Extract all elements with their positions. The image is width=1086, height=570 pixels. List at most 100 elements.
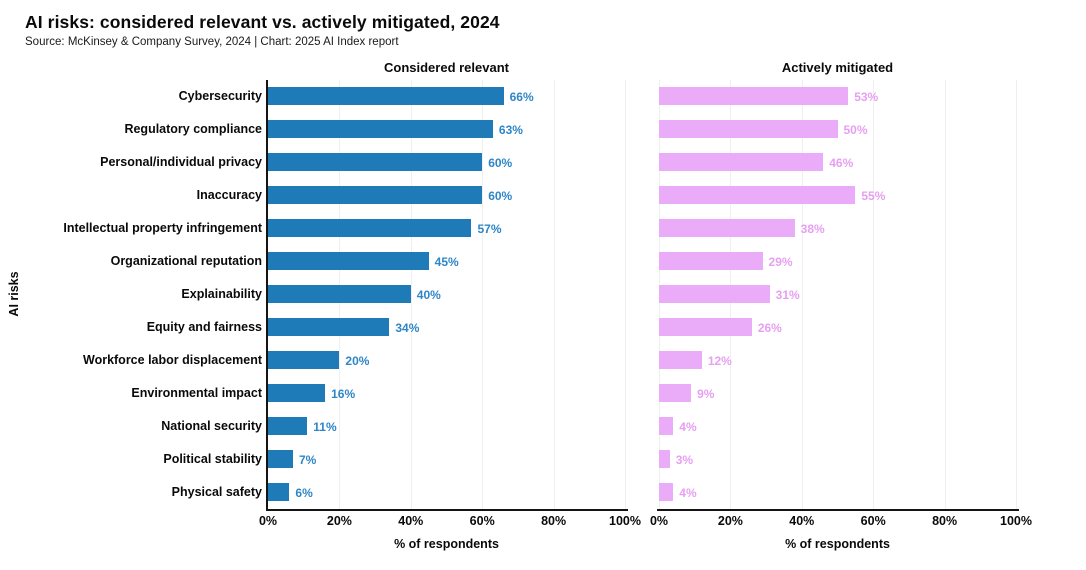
bar-row: 63% (268, 113, 625, 146)
value-label: 4% (679, 486, 697, 500)
x-tick-label: 0% (258, 514, 278, 528)
chart-panel-actively-mitigated: Actively mitigated 53% 50% 46% 55% 38% 29% 31%… (650, 56, 1032, 556)
bar-row: 57% (268, 212, 625, 245)
gridline (944, 80, 946, 511)
x-axis-ticks: 0% 20% 40% 60% 80% 100% (650, 514, 1032, 530)
bar-row: 60% (268, 146, 625, 179)
bar (659, 384, 692, 402)
bar (268, 384, 326, 402)
bar-row: 60% (268, 179, 625, 212)
page-title: AI risks: considered relevant vs. active… (25, 12, 500, 32)
bar-row: 20% (268, 344, 625, 377)
bar (659, 252, 763, 270)
bar-row: 6% (268, 476, 625, 509)
x-tick-label: 60% (860, 514, 886, 528)
category-label: Explainability (181, 287, 262, 301)
gridline (1016, 80, 1017, 511)
category-label: Cybersecurity (178, 89, 262, 103)
x-tick-label: 80% (932, 514, 958, 528)
value-label: 7% (298, 453, 317, 467)
bar (268, 285, 411, 303)
bar-row: 53% (659, 80, 1016, 113)
bar (268, 417, 308, 435)
gridline (553, 80, 555, 511)
value-label: 29% (768, 255, 793, 269)
gridline (873, 80, 875, 511)
bar (268, 120, 493, 138)
bar (268, 483, 290, 501)
x-tick-label: 60% (469, 514, 495, 528)
bar (268, 252, 429, 270)
value-label: 6% (295, 486, 313, 500)
value-label: 3% (675, 453, 694, 467)
gridline (482, 80, 484, 511)
value-label: 34% (395, 321, 420, 335)
value-label: 4% (679, 420, 697, 434)
bar (659, 417, 674, 435)
category-label: Organizational reputation (110, 254, 262, 268)
bar-row: 4% (659, 410, 1016, 443)
bar-row: 16% (268, 377, 625, 410)
bar-row: 55% (659, 179, 1016, 212)
value-label: 63% (498, 123, 523, 137)
category-labels: Cybersecurity Regulatory compliance Person… (10, 80, 262, 509)
value-label: 40% (416, 288, 441, 302)
bar (659, 153, 824, 171)
bar (268, 186, 483, 204)
category-label: Workforce labor displacement (83, 353, 262, 367)
bar-row: 9% (659, 377, 1016, 410)
bar (659, 450, 670, 468)
category-label: Environmental impact (131, 386, 262, 400)
bar (659, 120, 838, 138)
x-axis-label: % of respondents (394, 537, 499, 551)
x-tick-label: 40% (398, 514, 424, 528)
x-axis-line (657, 509, 1019, 511)
x-tick-label: 20% (326, 514, 352, 528)
bar (268, 219, 472, 237)
bar (659, 351, 702, 369)
bar-row: 34% (268, 311, 625, 344)
category-label: Regulatory compliance (124, 122, 262, 136)
x-tick-label: 20% (717, 514, 743, 528)
bar-row: 12% (659, 344, 1016, 377)
x-tick-label: 0% (649, 514, 669, 528)
x-tick-label: 40% (789, 514, 815, 528)
bar-row: 50% (659, 113, 1016, 146)
gridline (410, 80, 412, 511)
value-label: 38% (800, 222, 825, 236)
bar-row: 31% (659, 278, 1016, 311)
value-label: 12% (707, 354, 732, 368)
bar-row: 7% (268, 443, 625, 476)
bar (659, 285, 770, 303)
bar (268, 450, 293, 468)
value-label: 45% (434, 255, 459, 269)
category-label: Inaccuracy (196, 188, 262, 202)
value-label: 20% (345, 354, 370, 368)
panel-title: Actively mitigated (781, 60, 894, 75)
value-label: 53% (854, 90, 879, 104)
value-label: 55% (861, 189, 886, 203)
gridline (801, 80, 803, 511)
plot-area: 53% 50% 46% 55% 38% 29% 31% 26% 12% 9% 4% 3% 4% (657, 80, 1019, 511)
value-label: 57% (477, 222, 502, 236)
value-label: 11% (313, 420, 337, 434)
bar (268, 87, 504, 105)
x-axis-ticks: 0% 20% 40% 60% 80% 100% (259, 514, 641, 530)
bar-row: 4% (659, 476, 1016, 509)
value-label: 46% (829, 156, 854, 170)
value-label: 50% (843, 123, 868, 137)
bar-row: 40% (268, 278, 625, 311)
category-label: Personal/individual privacy (100, 155, 262, 169)
bar (659, 186, 856, 204)
bar (268, 351, 340, 369)
x-axis-line (266, 509, 628, 511)
bar-row: 11% (268, 410, 625, 443)
y-axis-line (266, 80, 268, 511)
value-label: 60% (488, 156, 513, 170)
value-label: 31% (775, 288, 800, 302)
bar (659, 318, 752, 336)
page-source: Source: McKinsey & Company Survey, 2024 … (25, 36, 399, 48)
x-tick-label: 80% (541, 514, 567, 528)
bar (659, 219, 795, 237)
